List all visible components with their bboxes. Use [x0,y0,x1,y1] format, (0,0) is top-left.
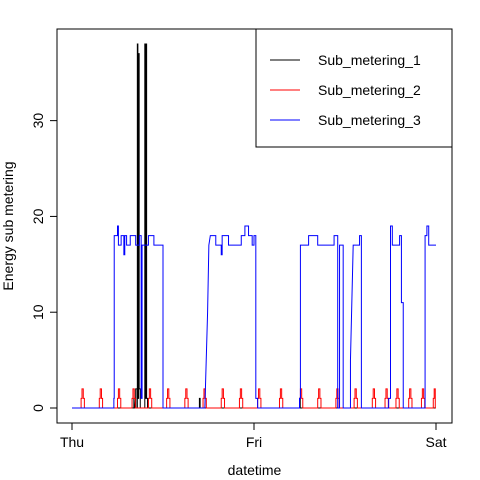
series-line-sub-metering-2 [72,388,436,409]
legend: Sub_metering_1 Sub_metering_2 Sub_metering… [255,28,453,148]
y-tick-label: 10 [30,304,46,320]
legend-box [255,28,453,148]
y-tick-label: 30 [30,113,46,129]
x-tick-label: Sat [425,434,446,450]
y-tick-label: 20 [30,208,46,224]
x-axis-label: datetime [228,462,282,478]
legend-label-sub-metering-3: Sub_metering_3 [318,112,421,128]
series-line-sub-metering-3 [72,225,436,409]
x-tick-label: Thu [60,434,84,450]
axes: Thu Fri Sat 0 10 20 30 [30,113,447,450]
legend-label-sub-metering-1: Sub_metering_1 [318,52,421,68]
x-tick-label: Fri [246,434,262,450]
legend-label-sub-metering-2: Sub_metering_2 [318,82,421,98]
y-axis-label: Energy sub metering [0,161,16,290]
series-lines [72,43,436,409]
y-tick-label: 0 [30,404,46,412]
